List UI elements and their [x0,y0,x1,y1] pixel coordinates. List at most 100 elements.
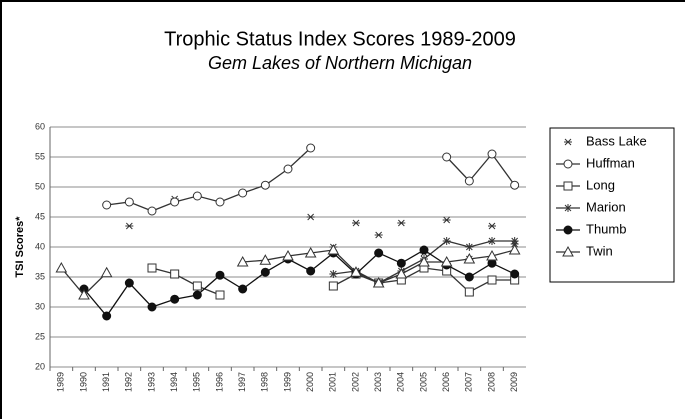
marker [147,263,157,273]
chart-subtitle: Gem Lakes of Northern Michigan [208,53,472,73]
marker [124,197,134,207]
marker [170,294,180,304]
legend-label: Bass Lake [586,133,647,148]
x-tick-label: 2002 [350,372,360,392]
legend-label: Thumb [586,221,626,236]
y-tick-label: 30 [35,301,45,311]
legend-marker [563,181,573,191]
y-tick-label: 45 [35,211,45,221]
marker [442,216,451,224]
marker [510,269,520,279]
marker [463,252,476,264]
marker [419,245,429,255]
x-tick-label: 2000 [305,372,315,392]
legend-label: Marion [586,199,626,214]
x-tick-label: 2006 [441,372,451,392]
y-tick-label: 25 [35,331,45,341]
marker [78,288,90,300]
x-tick-label: 2003 [373,372,383,392]
marker [510,180,520,190]
marker [306,266,316,276]
x-tick-label: 1992 [124,372,134,392]
marker [396,258,406,268]
x-tick-label: 1990 [78,372,88,392]
x-tick-label: 1996 [214,372,224,392]
x-tick-label: 1997 [237,372,247,392]
marker [100,266,113,278]
marker [147,302,157,312]
marker [374,231,383,239]
legend-marker [564,138,572,146]
marker [260,180,270,190]
marker [125,222,134,230]
marker [442,152,452,162]
marker [170,269,180,279]
marker [372,276,385,288]
marker [397,219,406,227]
marker [192,281,202,291]
legend-label: Huffman [586,155,635,170]
marker [488,237,496,245]
marker [192,290,202,300]
marker [440,255,453,267]
marker [124,278,134,288]
marker [464,287,474,297]
marker [508,243,521,255]
marker [236,255,249,267]
x-tick-label: 2007 [464,372,474,392]
marker [192,191,202,201]
legend-marker [564,204,572,212]
marker [464,176,474,186]
y-tick-label: 60 [35,121,45,131]
marker [486,249,498,261]
x-tick-label: 2001 [328,372,338,392]
marker [283,164,293,174]
marker [395,267,408,279]
y-tick-label: 55 [35,151,45,161]
marker [215,270,225,280]
x-tick-label: 1994 [169,372,179,392]
marker [374,248,384,258]
marker [260,267,270,277]
marker [102,200,112,210]
marker [327,243,340,255]
marker [487,149,497,159]
marker [418,255,430,267]
marker [282,249,294,261]
x-tick-label: 2008 [486,372,496,392]
marker [328,281,338,291]
chart-title: Trophic Status Index Scores 1989-2009 [164,28,516,50]
marker [464,272,474,282]
marker [488,222,496,230]
x-tick-label: 1989 [56,372,66,392]
marker [487,275,497,285]
x-tick-label: 1991 [101,372,111,392]
y-axis-label: TSI Scores* [14,216,26,278]
legend-label: Long [586,177,615,192]
y-tick-label: 40 [35,241,45,251]
marker [215,290,225,300]
marker [238,188,248,198]
x-tick-label: 2009 [509,372,519,392]
marker [329,270,338,278]
legend-marker [563,159,573,169]
marker [102,311,112,321]
y-tick-label: 20 [35,361,45,371]
marker [215,197,225,207]
legend-marker [562,245,574,257]
marker [465,243,474,251]
x-tick-label: 2005 [418,372,428,392]
marker [306,213,315,221]
marker [259,254,272,265]
marker [306,143,316,153]
legend-label: Twin [586,243,613,258]
marker [238,284,248,294]
marker [170,197,180,207]
marker [352,219,360,227]
x-tick-label: 1998 [260,372,270,392]
x-tick-label: 1999 [282,372,292,392]
marker [55,261,68,273]
marker [510,237,519,245]
legend-marker [563,225,573,235]
